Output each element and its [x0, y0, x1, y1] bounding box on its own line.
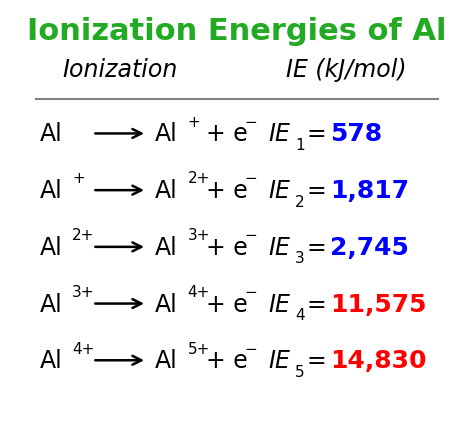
Text: + e: + e	[206, 349, 247, 372]
Text: Al: Al	[155, 179, 178, 203]
Text: Al: Al	[155, 122, 178, 146]
Text: 1,817: 1,817	[330, 179, 410, 203]
Text: 5: 5	[295, 364, 304, 379]
Text: Al: Al	[155, 349, 178, 372]
Text: 3+: 3+	[188, 228, 210, 243]
Text: Ionization Energies of Al: Ionization Energies of Al	[27, 17, 447, 46]
Text: + e: + e	[206, 179, 247, 203]
Text: −: −	[244, 341, 257, 356]
Text: + e: + e	[206, 292, 247, 316]
Text: 4: 4	[295, 307, 304, 322]
Text: IE: IE	[268, 179, 290, 203]
Text: 3: 3	[295, 251, 305, 266]
Text: 4+: 4+	[73, 341, 95, 356]
Text: =: =	[306, 122, 326, 146]
Text: Al: Al	[40, 349, 63, 372]
Text: IE: IE	[268, 235, 290, 259]
Text: IE: IE	[268, 349, 290, 372]
Text: Al: Al	[40, 179, 63, 203]
Text: Al: Al	[155, 292, 178, 316]
Text: 578: 578	[330, 122, 383, 146]
Text: =: =	[306, 179, 326, 203]
Text: 2+: 2+	[188, 171, 210, 186]
Text: 11,575: 11,575	[330, 292, 427, 316]
Text: 3+: 3+	[73, 284, 95, 299]
Text: =: =	[306, 235, 326, 259]
Text: 1: 1	[295, 138, 304, 152]
Text: −: −	[244, 171, 257, 186]
Text: −: −	[244, 114, 257, 129]
Text: IE: IE	[268, 292, 290, 316]
Text: Ionization: Ionization	[62, 58, 177, 82]
Text: 5+: 5+	[188, 341, 210, 356]
Text: 2: 2	[295, 194, 304, 209]
Text: Al: Al	[40, 292, 63, 316]
Text: 2+: 2+	[73, 228, 95, 243]
Text: 4+: 4+	[188, 284, 210, 299]
Text: + e: + e	[206, 122, 247, 146]
Text: 2,745: 2,745	[330, 235, 410, 259]
Text: IE (kJ/mol): IE (kJ/mol)	[286, 58, 406, 82]
Text: 14,830: 14,830	[330, 349, 427, 372]
Text: +: +	[73, 171, 85, 186]
Text: =: =	[306, 349, 326, 372]
Text: Al: Al	[155, 235, 178, 259]
Text: −: −	[244, 228, 257, 243]
Text: IE: IE	[268, 122, 290, 146]
Text: +: +	[188, 114, 201, 129]
Text: + e: + e	[206, 235, 247, 259]
Text: −: −	[244, 284, 257, 299]
Text: Al: Al	[40, 122, 63, 146]
Text: =: =	[306, 292, 326, 316]
Text: Al: Al	[40, 235, 63, 259]
